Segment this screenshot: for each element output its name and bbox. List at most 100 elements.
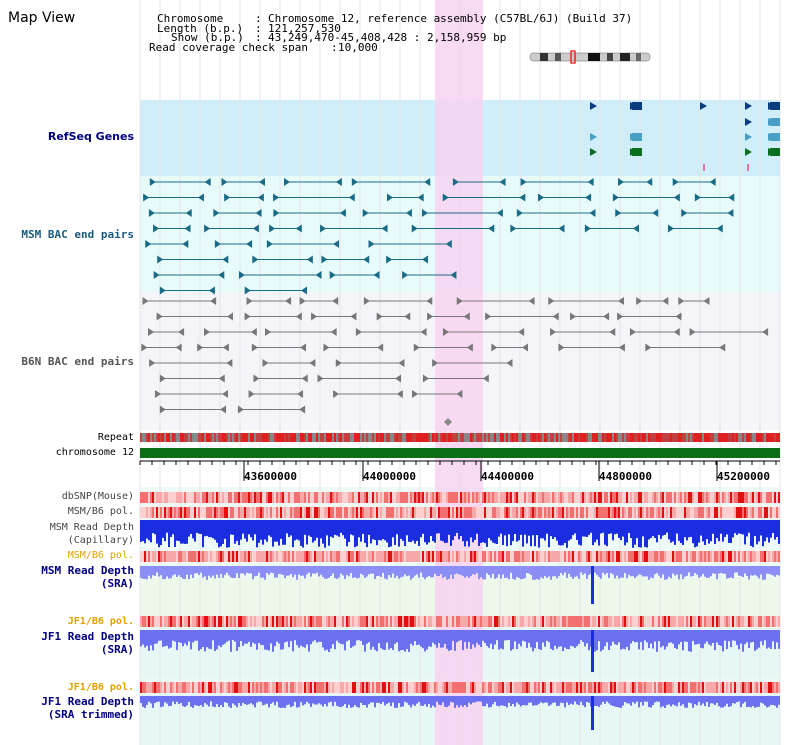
heat-cell xyxy=(272,682,274,693)
heat-cell xyxy=(402,492,404,503)
ideogram-band xyxy=(555,53,561,61)
heat-cell xyxy=(688,682,690,693)
heat-cell xyxy=(512,507,514,518)
repeat-segment xyxy=(188,433,190,442)
heat-cell xyxy=(504,551,506,562)
heat-cell xyxy=(736,492,738,503)
heat-cell xyxy=(618,507,620,518)
depth-bar xyxy=(150,630,152,645)
heat-cell xyxy=(498,551,500,562)
depth-bar xyxy=(488,696,490,708)
heat-cell xyxy=(338,682,340,693)
heat-cell xyxy=(242,616,244,627)
heat-cell xyxy=(568,616,570,627)
heat-cell xyxy=(648,551,650,562)
depth-bar xyxy=(444,520,446,543)
depth-bar xyxy=(474,696,476,702)
heat-cell xyxy=(356,507,358,518)
depth-bar xyxy=(258,566,260,573)
depth-bar xyxy=(428,520,430,543)
heat-cell xyxy=(682,682,684,693)
depth-bar xyxy=(144,520,146,543)
repeat-segment xyxy=(532,433,534,442)
depth-bar xyxy=(334,630,336,649)
depth-bar xyxy=(534,696,536,705)
depth-bar xyxy=(404,696,406,702)
heat-cell xyxy=(752,551,754,562)
depth-bar xyxy=(198,696,200,706)
heat-cell xyxy=(684,616,686,627)
heat-cell xyxy=(596,551,598,562)
depth-bar xyxy=(208,630,210,649)
heat-cell xyxy=(714,492,716,503)
heat-cell xyxy=(762,551,764,562)
heat-cell xyxy=(410,616,412,627)
heat-cell xyxy=(508,492,510,503)
track-label-jf1-depth-trim-sub: (SRA trimmed) xyxy=(48,709,134,721)
heat-cell xyxy=(356,492,358,503)
heat-cell xyxy=(582,551,584,562)
depth-bar xyxy=(726,630,728,649)
depth-bar xyxy=(176,566,178,577)
heat-cell xyxy=(652,616,654,627)
heat-cell xyxy=(368,492,370,503)
depth-bar xyxy=(432,566,434,577)
heat-cell xyxy=(618,551,620,562)
depth-bar xyxy=(152,520,154,533)
heat-cell xyxy=(370,551,372,562)
heat-cell xyxy=(736,616,738,627)
heat-cell xyxy=(392,616,394,627)
heat-cell xyxy=(526,492,528,503)
heat-cell xyxy=(550,616,552,627)
heat-cell xyxy=(292,551,294,562)
heat-cell xyxy=(202,616,204,627)
heat-cell xyxy=(748,551,750,562)
heat-cell xyxy=(454,492,456,503)
heat-cell xyxy=(738,507,740,518)
depth-bar xyxy=(282,630,284,649)
repeat-segment xyxy=(370,433,372,442)
depth-bar xyxy=(552,630,554,650)
heat-cell xyxy=(454,682,456,693)
heat-cell xyxy=(144,507,146,518)
heat-cell xyxy=(200,507,202,518)
repeat-segment xyxy=(448,433,450,442)
heat-cell xyxy=(390,492,392,503)
heat-cell xyxy=(300,492,302,503)
heat-cell xyxy=(274,682,276,693)
depth-bar xyxy=(448,696,450,706)
depth-bar xyxy=(320,630,322,642)
heat-cell xyxy=(262,492,264,503)
heat-cell xyxy=(358,551,360,562)
heat-cell xyxy=(408,492,410,503)
depth-bar xyxy=(734,630,736,641)
heat-cell xyxy=(598,616,600,627)
depth-bar xyxy=(258,696,260,701)
depth-bar xyxy=(364,630,366,652)
depth-bar xyxy=(628,696,630,703)
heat-cell xyxy=(510,492,512,503)
depth-bar xyxy=(652,630,654,649)
heat-cell xyxy=(174,616,176,627)
heat-cell xyxy=(714,682,716,693)
heat-cell xyxy=(604,507,606,518)
heat-cell xyxy=(554,507,556,518)
heat-cell xyxy=(664,551,666,562)
heat-cell xyxy=(604,551,606,562)
depth-bar xyxy=(754,630,756,651)
heat-cell xyxy=(174,492,176,503)
heat-cell xyxy=(306,492,308,503)
heat-cell xyxy=(386,616,388,627)
depth-bar xyxy=(306,566,308,574)
heat-cell xyxy=(300,682,302,693)
depth-bar xyxy=(686,696,688,708)
repeat-segment xyxy=(698,433,700,442)
heat-cell xyxy=(498,492,500,503)
heat-cell xyxy=(448,507,450,518)
heat-cell xyxy=(630,492,632,503)
depth-bar xyxy=(444,566,446,577)
repeat-segment xyxy=(682,433,684,442)
heat-cell xyxy=(446,616,448,627)
heat-cell xyxy=(332,492,334,503)
heat-cell xyxy=(322,616,324,627)
